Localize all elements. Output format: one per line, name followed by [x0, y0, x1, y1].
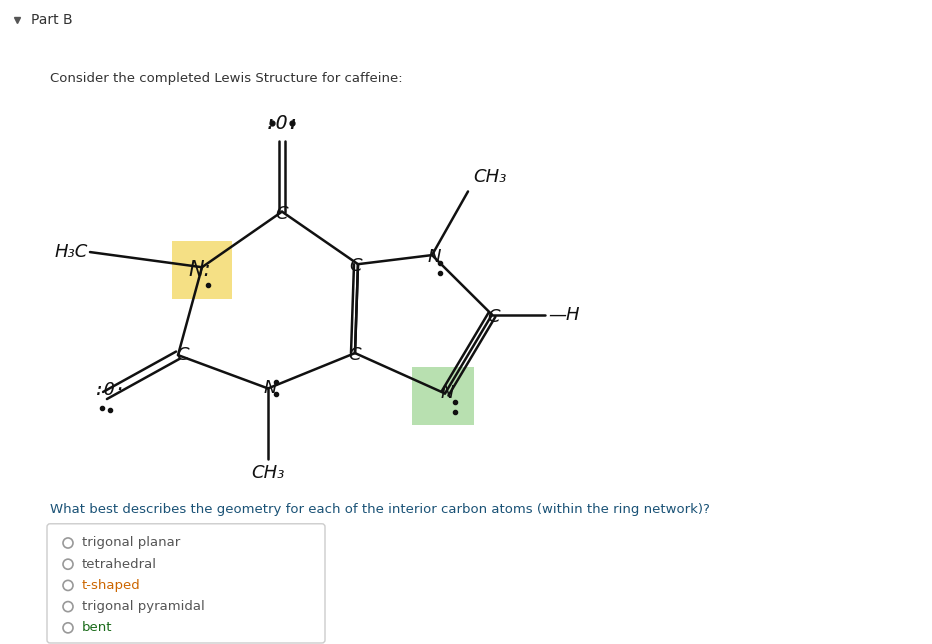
Text: CH₃: CH₃ — [473, 168, 506, 186]
Text: C: C — [487, 308, 500, 326]
FancyBboxPatch shape — [412, 367, 474, 425]
Text: trigonal pyramidal: trigonal pyramidal — [82, 600, 205, 613]
Text: C: C — [276, 205, 288, 223]
Text: Part B: Part B — [31, 13, 73, 27]
Text: bent: bent — [82, 621, 113, 634]
FancyBboxPatch shape — [47, 524, 325, 643]
Text: N:: N: — [188, 260, 212, 280]
FancyBboxPatch shape — [172, 241, 232, 299]
Text: C: C — [350, 257, 363, 275]
Text: :O:: :O: — [265, 114, 299, 133]
Text: :O·: :O· — [94, 381, 127, 399]
Text: C: C — [349, 346, 362, 364]
Text: N: N — [440, 384, 454, 402]
Text: tetrahedral: tetrahedral — [82, 558, 157, 571]
Text: t-shaped: t-shaped — [82, 579, 141, 592]
Text: CH₃: CH₃ — [252, 464, 284, 482]
Text: N: N — [263, 379, 277, 397]
Text: H₃C: H₃C — [55, 243, 88, 261]
Text: —H: —H — [548, 306, 580, 324]
Text: N: N — [427, 248, 441, 266]
Text: What best describes the geometry for each of the interior carbon atoms (within t: What best describes the geometry for eac… — [50, 502, 710, 516]
Text: trigonal planar: trigonal planar — [82, 536, 180, 549]
Text: Consider the completed Lewis Structure for caffeine:: Consider the completed Lewis Structure f… — [50, 72, 403, 85]
Text: C: C — [177, 346, 189, 364]
